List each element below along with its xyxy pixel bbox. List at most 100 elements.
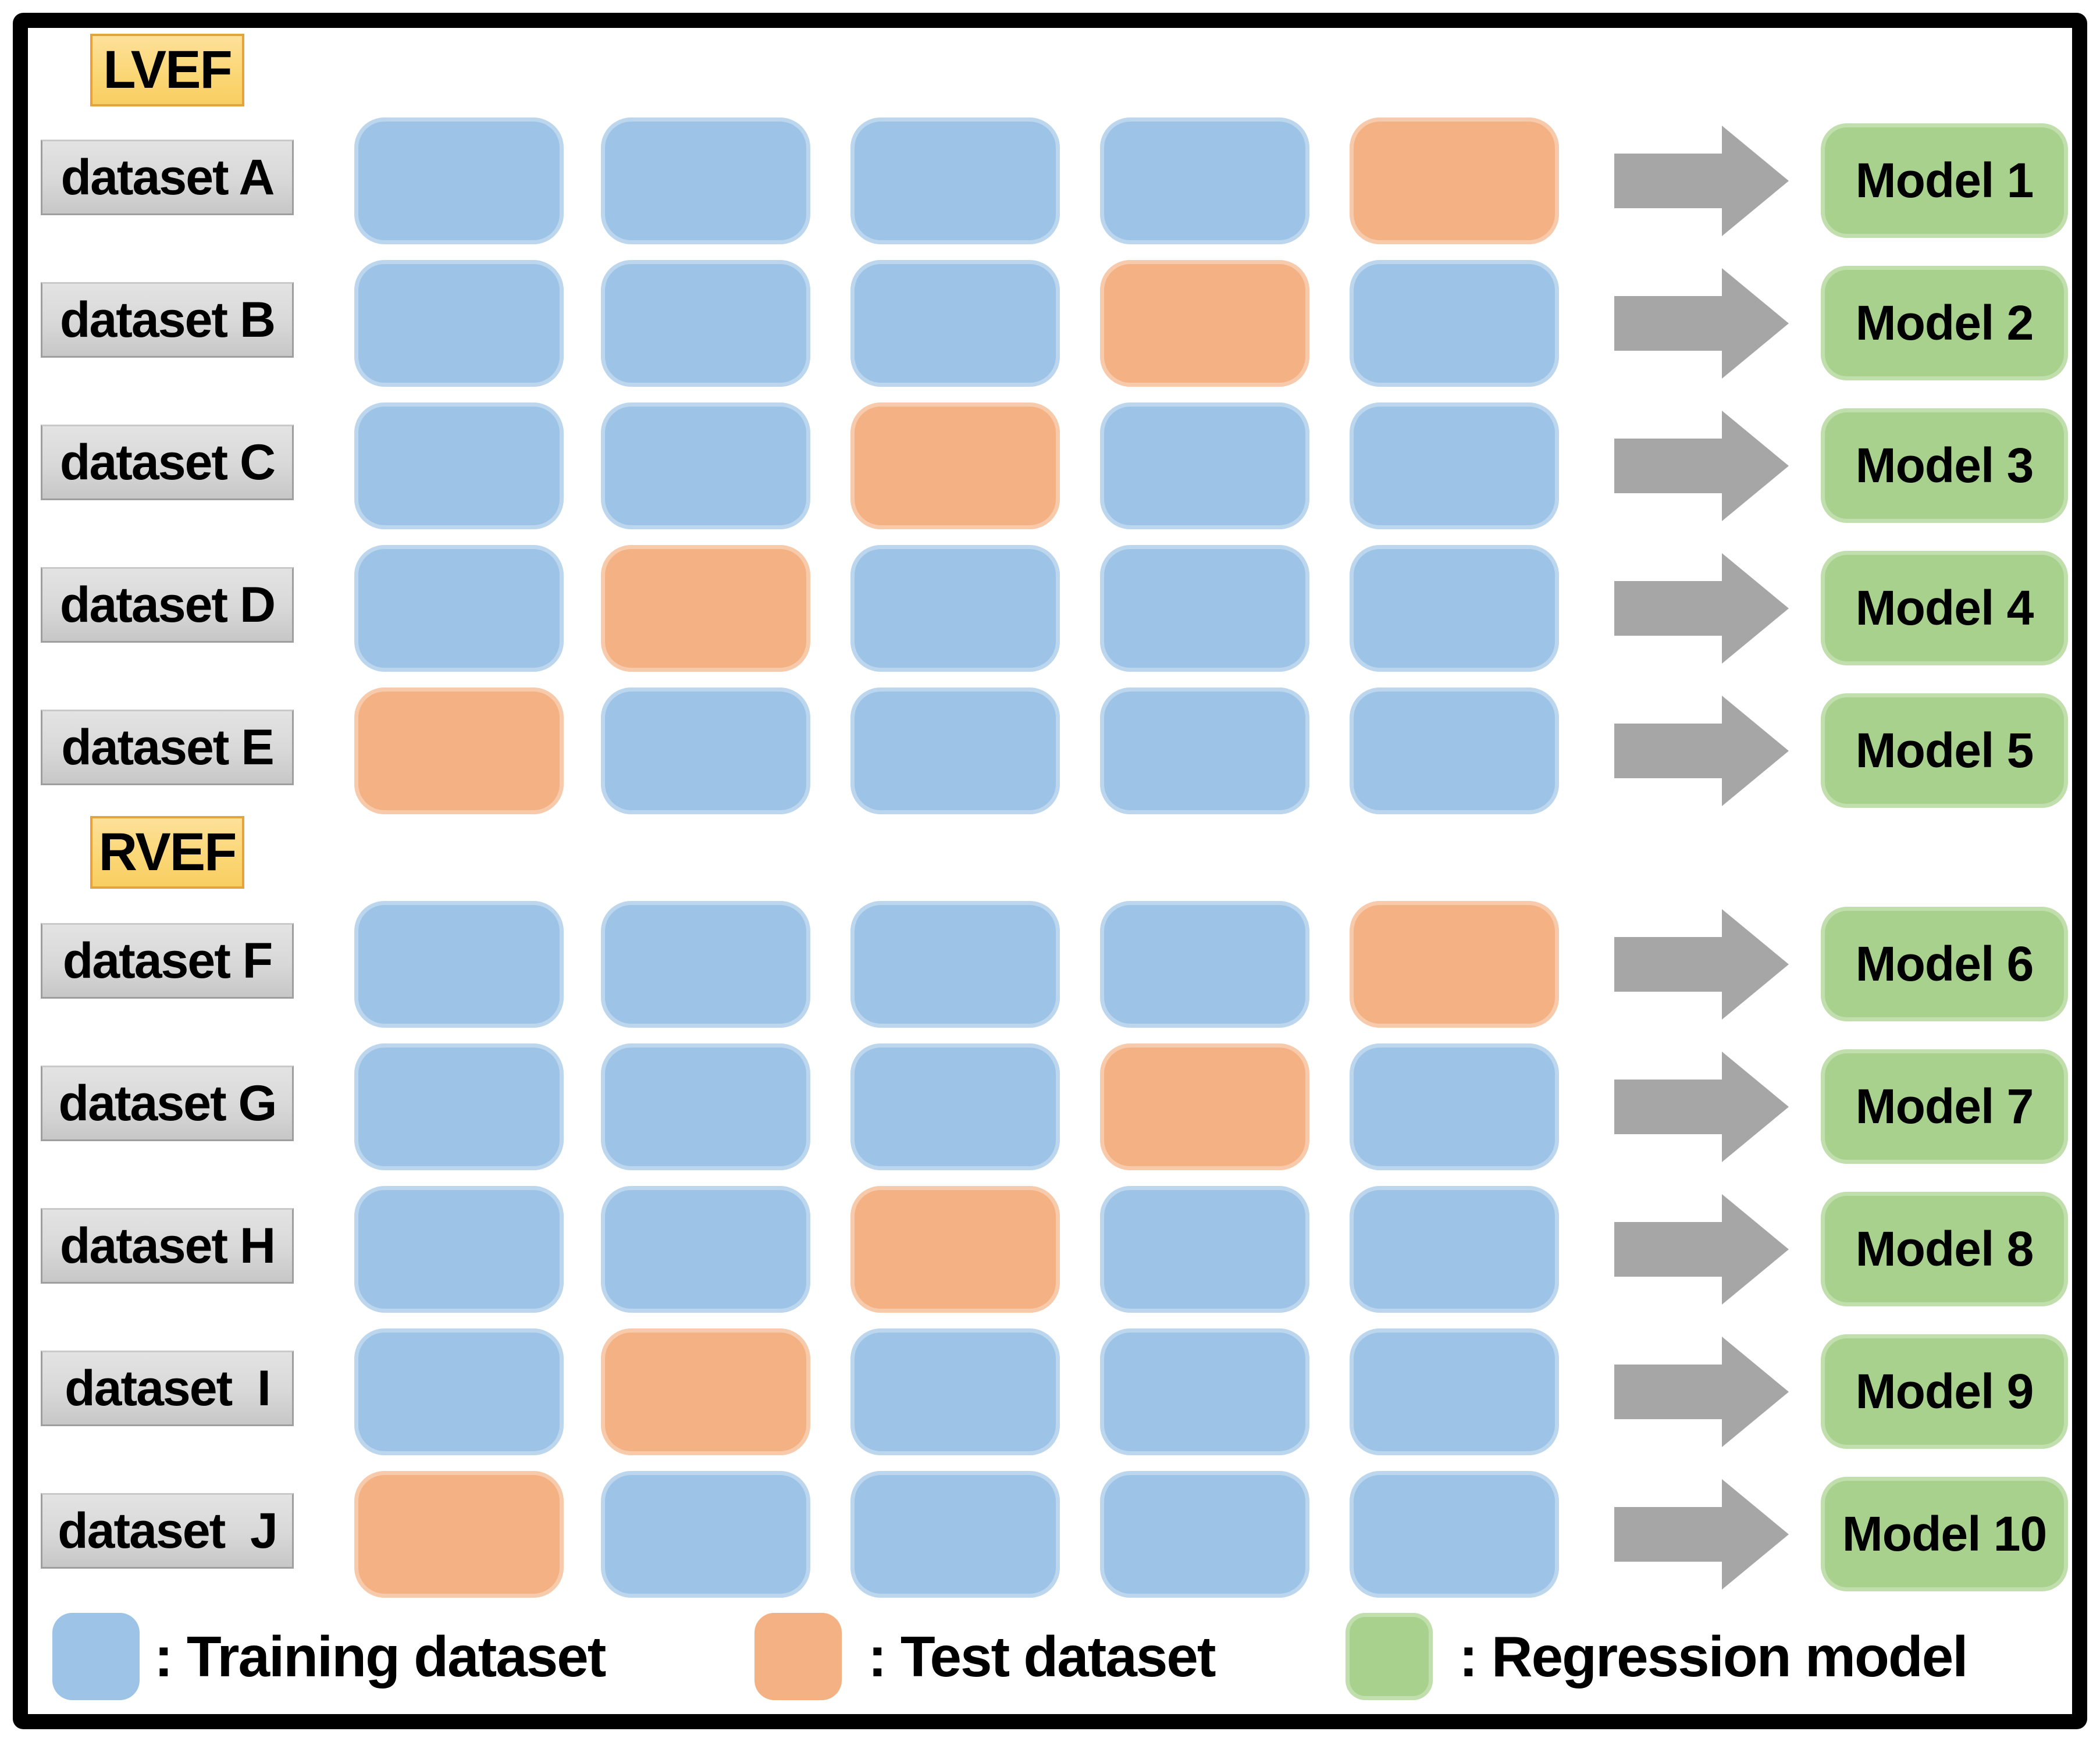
training-dataset-block	[601, 1186, 810, 1313]
right-arrow-icon	[1614, 126, 1789, 236]
training-dataset-block	[1100, 402, 1309, 529]
model-box: Model 1	[1821, 123, 2068, 238]
right-arrow-icon	[1614, 268, 1789, 379]
training-dataset-block	[354, 545, 564, 672]
dataset-label: dataset H	[41, 1208, 294, 1284]
legend-label-regression: : Regression model	[1459, 1624, 1968, 1688]
model-box: Model 8	[1821, 1192, 2068, 1306]
dataset-label-text: dataset A	[60, 149, 275, 205]
training-dataset-block	[1100, 901, 1309, 1028]
dataset-label-text: dataset J	[58, 1502, 278, 1559]
training-dataset-block	[354, 260, 564, 387]
training-dataset-block	[1100, 687, 1309, 814]
legend: : Training dataset : Test dataset : Regr…	[41, 1613, 2071, 1700]
training-dataset-block	[850, 260, 1060, 387]
test-dataset-block	[850, 1186, 1060, 1313]
training-dataset-block	[850, 117, 1060, 244]
training-dataset-block	[354, 117, 564, 244]
model-box-label: Model 3	[1855, 438, 2034, 493]
training-dataset-block	[850, 1471, 1060, 1598]
training-dataset-block	[601, 117, 810, 244]
model-box-label: Model 2	[1855, 295, 2034, 350]
test-dataset-block	[601, 1328, 810, 1455]
dataset-label: dataset G	[41, 1066, 294, 1141]
dataset-row: dataset H Model 8	[41, 1186, 2071, 1313]
test-dataset-block	[354, 687, 564, 814]
test-dataset-block	[1350, 901, 1559, 1028]
training-dataset-block	[1350, 1328, 1559, 1455]
right-arrow-icon	[1614, 1479, 1789, 1590]
dataset-row: dataset D Model 4	[41, 545, 2071, 672]
test-dataset-block	[1100, 260, 1309, 387]
test-dataset-swatch	[754, 1613, 842, 1700]
training-dataset-block	[1100, 117, 1309, 244]
model-box: Model 5	[1821, 693, 2068, 808]
training-dataset-swatch	[52, 1613, 140, 1700]
model-box: Model 3	[1821, 408, 2068, 523]
test-dataset-block	[1100, 1043, 1309, 1170]
training-dataset-block	[1350, 260, 1559, 387]
model-box: Model 9	[1821, 1334, 2068, 1449]
dataset-label-text: dataset D	[59, 576, 276, 633]
model-box-label: Model 10	[1842, 1506, 2047, 1561]
training-dataset-block	[1350, 687, 1559, 814]
training-dataset-block	[850, 1043, 1060, 1170]
model-box-label: Model 8	[1855, 1221, 2034, 1276]
dataset-label: dataset J	[41, 1493, 294, 1569]
dataset-row: dataset E Model 5	[41, 687, 2071, 814]
training-dataset-block	[354, 402, 564, 529]
model-box: Model 2	[1821, 266, 2068, 380]
legend-label-test: : Test dataset	[868, 1624, 1216, 1688]
training-dataset-block	[1350, 545, 1559, 672]
training-dataset-block	[354, 1043, 564, 1170]
training-dataset-block	[850, 687, 1060, 814]
model-box: Model 7	[1821, 1049, 2068, 1164]
test-dataset-block	[601, 545, 810, 672]
legend-label-training: : Training dataset	[154, 1624, 606, 1688]
dataset-label-text: dataset F	[62, 932, 273, 989]
training-dataset-block	[850, 545, 1060, 672]
training-dataset-block	[1100, 545, 1309, 672]
model-box-label: Model 7	[1855, 1079, 2034, 1134]
dataset-row: dataset B Model 2	[41, 260, 2071, 387]
regression-model-swatch	[1346, 1613, 1433, 1700]
dataset-label-text: dataset I	[65, 1360, 271, 1416]
right-arrow-icon	[1614, 411, 1789, 521]
dataset-label: dataset F	[41, 923, 294, 999]
training-dataset-block	[601, 1043, 810, 1170]
dataset-label: dataset E	[41, 710, 294, 785]
right-arrow-icon	[1614, 909, 1789, 1020]
dataset-label: dataset I	[41, 1351, 294, 1426]
dataset-row: dataset F Model 6	[41, 901, 2071, 1028]
model-box: Model 6	[1821, 907, 2068, 1021]
training-dataset-block	[601, 1471, 810, 1598]
training-dataset-block	[1350, 402, 1559, 529]
dataset-label-text: dataset E	[61, 719, 274, 775]
training-dataset-block	[601, 901, 810, 1028]
dataset-label-text: dataset B	[59, 291, 276, 348]
training-dataset-block	[601, 260, 810, 387]
outer-frame: LVEF RVEF dataset A Model 1 dataset B Mo…	[13, 13, 2087, 1729]
dataset-label: dataset B	[41, 282, 294, 358]
training-dataset-block	[1350, 1471, 1559, 1598]
dataset-row: dataset G Model 7	[41, 1043, 2071, 1170]
model-box-label: Model 1	[1855, 153, 2034, 208]
test-dataset-block	[850, 402, 1060, 529]
training-dataset-block	[601, 402, 810, 529]
model-box-label: Model 5	[1855, 723, 2034, 778]
test-dataset-block	[1350, 117, 1559, 244]
right-arrow-icon	[1614, 1337, 1789, 1447]
training-dataset-block	[1100, 1328, 1309, 1455]
dataset-row: dataset I Model 9	[41, 1328, 2071, 1455]
right-arrow-icon	[1614, 553, 1789, 664]
dataset-label-text: dataset H	[59, 1217, 276, 1274]
dataset-row: dataset J Model 10	[41, 1471, 2071, 1598]
training-dataset-block	[354, 1328, 564, 1455]
test-dataset-block	[354, 1471, 564, 1598]
training-dataset-block	[354, 901, 564, 1028]
training-dataset-block	[1350, 1043, 1559, 1170]
dataset-row: dataset A Model 1	[41, 117, 2071, 244]
dataset-row: dataset C Model 3	[41, 402, 2071, 529]
right-arrow-icon	[1614, 696, 1789, 806]
